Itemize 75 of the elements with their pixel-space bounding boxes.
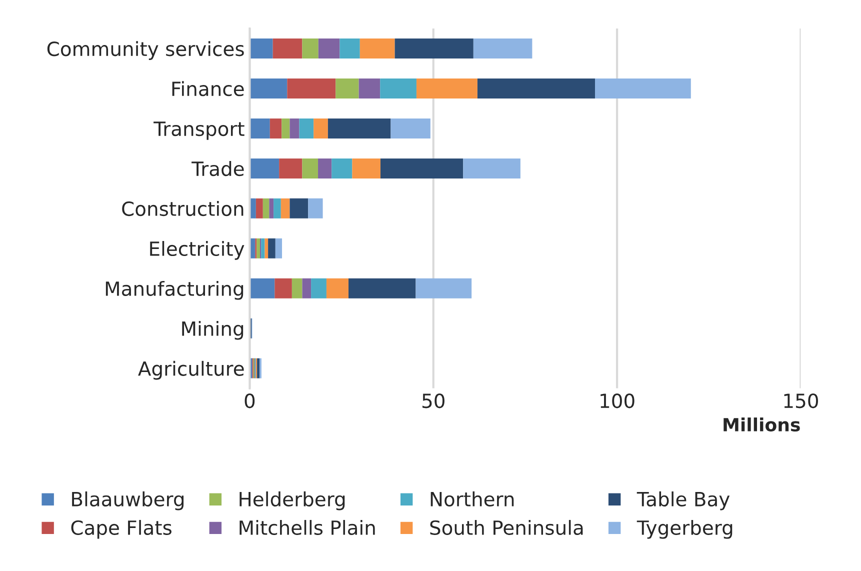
bar	[250, 78, 288, 98]
bar	[380, 78, 416, 98]
bar	[256, 198, 263, 218]
legend-label: Table Bay	[636, 491, 730, 510]
bar	[274, 278, 292, 298]
bar	[380, 158, 464, 178]
x-axis-title: Millions	[724, 418, 800, 432]
bar	[250, 158, 280, 178]
bar	[272, 38, 302, 59]
bar	[302, 38, 318, 59]
legend-label: Helderberg	[240, 491, 345, 510]
bar	[299, 118, 314, 138]
legend-label: Northern	[430, 491, 514, 506]
bar	[318, 158, 332, 178]
x-tick-label: 50	[422, 393, 444, 408]
bar	[275, 238, 282, 258]
y-tick-label: Trade	[192, 161, 244, 176]
bar	[328, 118, 391, 138]
bar	[463, 158, 520, 178]
y-tick-label: Community services	[47, 41, 244, 60]
bar	[279, 158, 302, 178]
y-tick-label: Agriculture	[138, 360, 244, 380]
legend-label: Tygerberg	[636, 520, 732, 539]
bar	[282, 118, 290, 138]
bar	[394, 38, 474, 59]
bar	[390, 118, 430, 138]
y-tick-label: Transport	[154, 122, 244, 140]
bar	[268, 238, 276, 258]
bar	[261, 238, 265, 258]
legend-label: South Peninsula	[430, 520, 583, 536]
bar	[336, 78, 359, 98]
bar	[250, 278, 275, 298]
bar	[262, 198, 270, 218]
bar	[358, 78, 380, 98]
bar	[287, 78, 336, 98]
x-tick-label: 0	[244, 393, 255, 408]
bar	[274, 198, 281, 218]
legend-label: Cape Flats	[71, 520, 172, 539]
bar	[311, 278, 326, 298]
bar	[302, 158, 318, 178]
bar	[473, 38, 532, 59]
bar	[250, 118, 270, 138]
bar	[280, 198, 290, 218]
bar	[264, 238, 268, 258]
bar	[250, 38, 273, 59]
x-tick-label: 150	[784, 393, 818, 408]
bar	[595, 78, 691, 98]
bar	[348, 278, 416, 298]
bar	[269, 198, 274, 218]
legend-label: Mitchells Plain	[240, 520, 375, 536]
bar	[416, 78, 478, 98]
bar	[270, 118, 282, 138]
bar	[302, 278, 312, 298]
bar	[292, 278, 302, 298]
bar	[477, 78, 596, 98]
bar	[314, 118, 328, 138]
y-tick-label: Finance	[172, 81, 244, 96]
bar	[340, 38, 360, 59]
bar	[326, 278, 349, 298]
bar	[290, 118, 300, 138]
y-tick-label: Mining	[182, 320, 244, 340]
bar	[360, 38, 395, 59]
bar	[416, 278, 472, 298]
x-tick-label: 100	[600, 393, 634, 408]
bar	[256, 238, 260, 258]
bar	[352, 158, 380, 178]
bar	[308, 198, 323, 218]
bar	[332, 158, 352, 178]
y-tick-label: Manufacturing	[106, 280, 244, 300]
y-tick-label: Construction	[122, 201, 244, 216]
bar	[257, 358, 260, 378]
legend-label: Blaauwberg	[72, 491, 184, 510]
bar	[290, 198, 308, 218]
bar	[318, 38, 340, 59]
y-tick-label: Electricity	[150, 241, 244, 260]
